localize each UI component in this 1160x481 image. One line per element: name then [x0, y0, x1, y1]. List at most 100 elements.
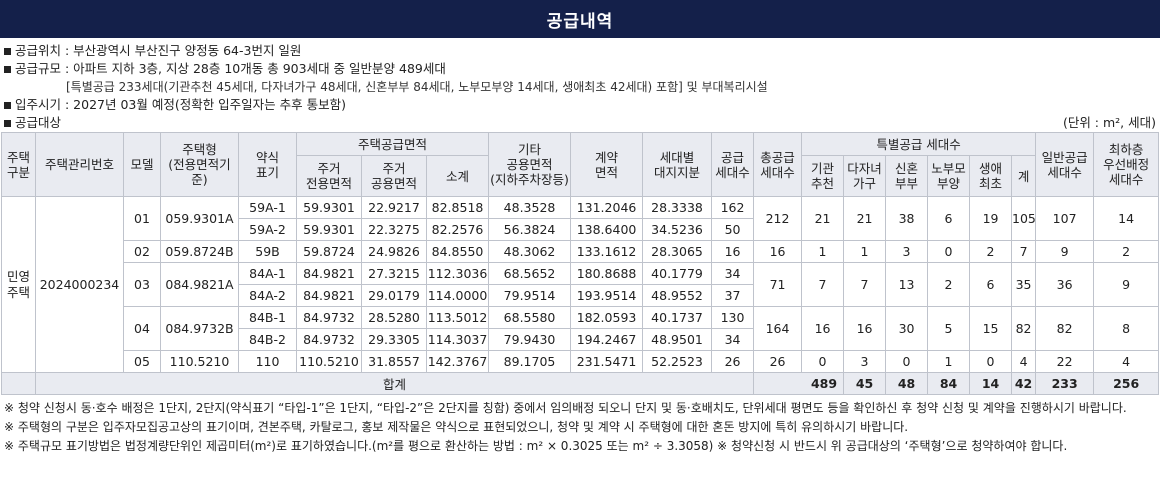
agency-cell: 0	[801, 350, 845, 373]
subtotal-area-cell: 114.3037	[425, 328, 490, 351]
special-sum-cell: 82	[1011, 306, 1037, 351]
land-share-cell: 52.2523	[642, 350, 713, 373]
subtotal-area-cell: 84.8550	[425, 240, 490, 263]
total-multichild-cell: 48	[885, 372, 929, 395]
agency-cell: 1	[801, 240, 845, 263]
movein-text: 입주시기 : 2027년 03월 예정(정확한 입주일자는 추후 통보함)	[15, 97, 346, 112]
elderly-cell: 1	[927, 350, 971, 373]
notes-section: ※ 청약 신청시 동·호수 배정은 1단지, 2단지(약식표기 “타입-1”은 …	[0, 395, 1160, 456]
agency-cell: 16	[801, 306, 845, 351]
mgmt-number-cell: 2024000234	[35, 196, 124, 373]
table-row: 04 084.9732B 84B-1 84.9732 28.5280 113.5012 68…	[2, 306, 1160, 351]
th-other: 기타 공용면적 (지하주차장등)	[488, 132, 572, 197]
other-area-cell: 48.3062	[488, 240, 572, 263]
table-body: 민영 주택 2024000234 01 059.9301A 59A-1 59.9301 22…	[1, 196, 1160, 395]
th-general: 일반공급 세대수	[1035, 132, 1095, 197]
total-newlywed-cell: 84	[927, 372, 971, 395]
house-type-cell: 059.8724B	[160, 240, 239, 263]
newlywed-cell: 38	[885, 196, 929, 241]
square-bullet-icon	[4, 119, 11, 127]
general-cell: 9	[1035, 240, 1095, 263]
supply-units-cell: 37	[711, 284, 755, 307]
subtotal-area-cell: 112.3036	[425, 262, 490, 285]
square-bullet-icon	[4, 65, 11, 73]
contract-area-cell: 194.2467	[570, 328, 644, 351]
exclusive-area-cell: 110.5210	[296, 350, 362, 373]
shared-area-cell: 22.9217	[361, 196, 427, 219]
subtotal-area-cell: 142.3767	[425, 350, 490, 373]
house-type-cell: 110.5210	[160, 350, 239, 373]
supply-units-cell: 162	[711, 196, 755, 219]
target-text: 공급대상	[15, 115, 62, 130]
total-blank-cell	[1, 372, 36, 395]
shared-area-cell: 22.3275	[361, 218, 427, 241]
abbr-cell: 59A-2	[238, 218, 297, 241]
table-row: 02 059.8724B 59B 59.8724 24.9826 84.8550 48.30…	[2, 240, 1160, 263]
th-special-sum: 계	[1011, 155, 1037, 197]
total-units-cell: 26	[753, 350, 803, 373]
special-sum-cell: 4	[1011, 350, 1037, 373]
total-elderly-cell: 14	[969, 372, 1013, 395]
exclusive-area-cell: 84.9821	[296, 262, 362, 285]
other-area-cell: 68.5652	[488, 262, 572, 285]
contract-area-cell: 182.0593	[570, 306, 644, 329]
th-land: 세대별 대지지분	[642, 132, 713, 197]
special-sum-cell: 105	[1011, 196, 1037, 241]
th-exclusive: 주거 전용면적	[296, 155, 362, 197]
abbr-cell: 84B-1	[238, 306, 297, 329]
abbr-cell: 59B	[238, 240, 297, 263]
other-area-cell: 79.9514	[488, 284, 572, 307]
general-cell: 107	[1035, 196, 1095, 241]
shared-area-cell: 31.8557	[361, 350, 427, 373]
supply-table: 주택 구분 주택관리번호 모델 주택형 (전용면적기준) 약식 표기 주택공급면…	[1, 132, 1160, 395]
total-general-cell: 256	[1093, 372, 1160, 395]
abbr-cell: 84B-2	[238, 328, 297, 351]
note-line: ※ 주택형의 구분은 입주자모집공고상의 표기이며, 견본주택, 카탈로그, 홍…	[4, 420, 909, 434]
multichild-cell: 1	[843, 240, 887, 263]
model-cell: 04	[123, 306, 161, 351]
supply-units-cell: 34	[711, 262, 755, 285]
th-model: 모델	[123, 132, 161, 197]
scale-detail: [특별공급 233세대(기관추천 45세대, 다자녀가구 48세대, 신혼부부 …	[66, 80, 768, 94]
th-lowest-floor: 최하층 우선배정 세대수	[1093, 132, 1160, 197]
table-row: 84A-2 84.9821 29.0179 114.0000 79.9514 193.95…	[2, 284, 1159, 307]
abbr-cell: 84A-2	[238, 284, 297, 307]
house-type-cell: 084.9732B	[160, 306, 239, 351]
contract-area-cell: 193.9514	[570, 284, 644, 307]
multichild-cell: 3	[843, 350, 887, 373]
total-firsttime-cell: 42	[1011, 372, 1037, 395]
unit-note: (단위 : m², 세대)	[1062, 115, 1156, 130]
lowest-floor-cell: 14	[1093, 196, 1160, 241]
table-row: 59A-2 59.9301 22.3275 82.2576 56.3824 138.640…	[2, 218, 1159, 241]
subtotal-area-cell: 82.2576	[425, 218, 490, 241]
note-line: ※ 청약 신청시 동·호수 배정은 1단지, 2단지(약식표기 “타입-1”은 …	[4, 401, 1127, 415]
movein-line: 입주시기 : 2027년 03월 예정(정확한 입주일자는 추후 통보함)	[4, 96, 1156, 114]
total-special-sum-cell: 233	[1035, 372, 1095, 395]
lowest-floor-cell: 8	[1093, 306, 1160, 351]
exclusive-area-cell: 59.9301	[296, 196, 362, 219]
contract-area-cell: 231.5471	[570, 350, 644, 373]
supply-units-cell: 50	[711, 218, 755, 241]
th-multichild: 다자녀 가구	[843, 155, 887, 197]
elderly-cell: 0	[927, 240, 971, 263]
th-type-div: 주택 구분	[1, 132, 36, 197]
total-units-cell: 164	[753, 306, 803, 351]
other-area-cell: 48.3528	[488, 196, 572, 219]
special-sum-cell: 35	[1011, 262, 1037, 307]
multichild-cell: 7	[843, 262, 887, 307]
table-row: 03 084.9821A 84A-1 84.9821 27.3215 112.3036 68…	[2, 262, 1160, 307]
newlywed-cell: 30	[885, 306, 929, 351]
page-title: 공급내역	[546, 11, 614, 32]
model-cell: 03	[123, 262, 161, 307]
exclusive-area-cell: 59.9301	[296, 218, 362, 241]
shared-area-cell: 29.3305	[361, 328, 427, 351]
th-agency: 기관 추천	[801, 155, 845, 197]
th-special-group: 특별공급 세대수	[801, 132, 1037, 156]
newlywed-cell: 3	[885, 240, 929, 263]
table-row: 05 110.5210 110 110.5210 31.8557 142.3767 89.1…	[2, 350, 1160, 373]
house-type-cell: 059.9301A	[160, 196, 239, 241]
th-mgmt-no: 주택관리번호	[35, 132, 124, 197]
th-shared: 주거 공용면적	[361, 155, 427, 197]
shared-area-cell: 29.0179	[361, 284, 427, 307]
th-contract: 계약 면적	[570, 132, 644, 197]
